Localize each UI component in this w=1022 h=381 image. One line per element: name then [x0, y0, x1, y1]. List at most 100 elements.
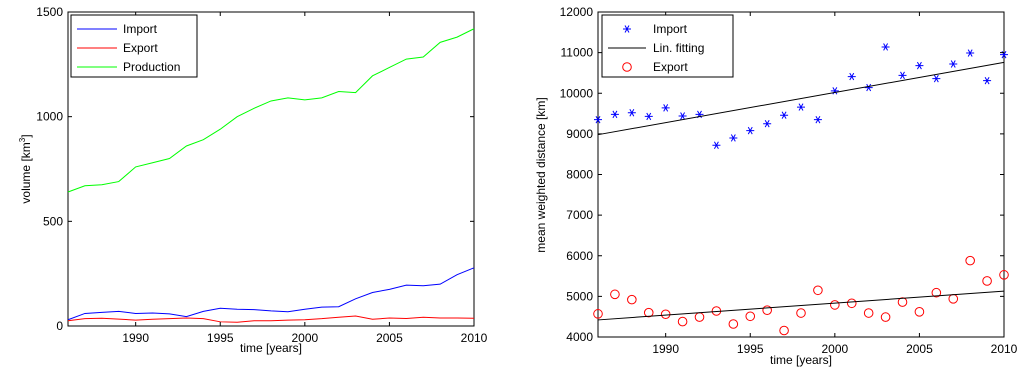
- distance-import-point: [729, 134, 738, 142]
- distance-export-point: [643, 307, 654, 318]
- distance-import-point: [966, 49, 975, 57]
- volume-y-axis-label-end: ]: [19, 134, 33, 137]
- volume-x-tick-label: 2010: [461, 331, 488, 345]
- distance-export-point: [728, 319, 739, 329]
- distance-export-point: [846, 298, 857, 309]
- volume-y-ticks: 0 500 1000 1500: [36, 5, 474, 333]
- distance-export-point: [830, 300, 840, 310]
- distance-export-point: [779, 325, 789, 336]
- distance-y-tick-label: 10000: [560, 86, 594, 100]
- distance-x-tick-label: 2000: [821, 342, 848, 356]
- volume-x-axis-label: time [years]: [240, 341, 302, 355]
- distance-import-point: [797, 103, 805, 111]
- distance-export-point: [813, 285, 823, 296]
- volume-y-axis-label: volume [km3]: [18, 134, 33, 203]
- distance-legend-import-label: Import: [653, 22, 688, 36]
- distance-legend-export-label: Export: [653, 60, 688, 74]
- distance-series-group: [593, 43, 1009, 336]
- distance-import-point: [881, 43, 890, 51]
- distance-y-tick-label: 7000: [566, 208, 593, 222]
- distance-x-axis-label: time [years]: [770, 353, 832, 367]
- distance-import-point: [864, 83, 873, 92]
- star-icon: [623, 25, 631, 33]
- volume-x-tick-label: 2000: [291, 331, 318, 345]
- volume-legend: Import Export Production: [70, 14, 198, 78]
- distance-import-point: [780, 111, 789, 119]
- volume-export-line: [67, 315, 475, 323]
- distance-import-point: [915, 61, 924, 70]
- distance-import-point: [644, 112, 653, 121]
- distance-x-tick-label: 1990: [652, 342, 679, 356]
- distance-export-point: [965, 255, 975, 266]
- distance-legend: Import Lin. fitting Export: [601, 14, 734, 78]
- volume-x-ticks: 1990 1995 2000 2005 2010: [122, 12, 488, 345]
- distance-chart: 1990 1995 2000 2005 2010 4000 5000 6000 7000 800…: [534, 5, 1018, 367]
- distance-y-ticks: 4000 5000 6000 7000 8000 9000 10000 11000 12000: [560, 5, 1004, 344]
- distance-import-point: [678, 112, 687, 120]
- distance-import-point: [813, 115, 822, 124]
- distance-export-point: [863, 308, 874, 318]
- distance-legend-export-marker: [622, 62, 632, 72]
- distance-x-tick-label: 1995: [737, 342, 764, 356]
- volume-y-tick-label: 1000: [36, 110, 63, 124]
- distance-import-point: [712, 141, 721, 149]
- volume-y-tick-label: 1500: [36, 5, 63, 19]
- distance-y-tick-label: 11000: [561, 46, 594, 60]
- distance-import-point: [847, 72, 856, 81]
- distance-import-point: [627, 109, 636, 117]
- volume-legend-export-label: Export: [123, 41, 158, 55]
- distance-x-tick-label: 2005: [906, 342, 933, 356]
- distance-legend-import-marker: [623, 25, 631, 33]
- distance-import-point: [932, 74, 941, 83]
- volume-y-tick-label: 500: [43, 214, 63, 228]
- distance-import-point: [661, 104, 670, 112]
- volume-import-line: [67, 267, 475, 321]
- volume-legend-production-label: Production: [123, 60, 180, 74]
- distance-export-point: [745, 311, 756, 322]
- volume-y-axis-label-sup: 3: [18, 137, 27, 142]
- distance-y-axis-label: mean weighted distance [km]: [534, 97, 548, 252]
- volume-y-axis-label-main: volume [km: [19, 142, 33, 203]
- distance-export-point: [931, 287, 942, 298]
- volume-legend-import-label: Import: [123, 22, 158, 36]
- distance-export-point: [593, 309, 603, 319]
- distance-x-ticks: 1990 1995 2000 2005 2010: [652, 12, 1018, 356]
- distance-export-point: [762, 305, 772, 315]
- distance-legend-fit-label: Lin. fitting: [653, 41, 704, 55]
- distance-import-point: [898, 71, 907, 80]
- distance-y-tick-label: 8000: [566, 168, 593, 182]
- distance-lin-fitting-line: [597, 61, 1005, 136]
- volume-x-tick-label: 2005: [376, 331, 403, 345]
- distance-y-tick-label: 5000: [566, 289, 593, 303]
- distance-export-point: [677, 316, 688, 327]
- distance-import-point: [594, 115, 602, 124]
- distance-y-tick-label: 4000: [566, 330, 593, 344]
- distance-export-point: [610, 289, 620, 300]
- volume-production-line: [67, 28, 475, 193]
- distance-y-tick-label: 12000: [560, 5, 594, 19]
- distance-import-point: [949, 60, 958, 68]
- distance-export-point: [880, 312, 891, 322]
- distance-y-tick-label: 6000: [566, 249, 593, 263]
- distance-import-point: [983, 76, 992, 85]
- distance-import-point: [763, 120, 772, 128]
- distance-export-point: [914, 307, 925, 317]
- distance-export-point: [897, 297, 908, 307]
- distance-export-point: [627, 294, 637, 305]
- distance-import-point: [610, 110, 619, 119]
- volume-x-tick-label: 1990: [122, 331, 149, 345]
- distance-export-point: [660, 309, 671, 320]
- distance-export-point: [999, 270, 1009, 280]
- distance-x-tick-label: 2010: [991, 342, 1018, 356]
- distance-export-fit-line: [597, 290, 1005, 321]
- volume-chart: 1990 1995 2000 2005 2010 0 500 1000 1500 time […: [18, 5, 488, 355]
- volume-y-tick-label: 0: [56, 319, 63, 333]
- distance-import-point: [746, 126, 755, 135]
- distance-legend-box: [601, 14, 734, 78]
- distance-export-point: [982, 276, 992, 286]
- distance-y-tick-label: 9000: [566, 127, 593, 141]
- volume-series-group: [67, 28, 475, 323]
- volume-x-tick-label: 1995: [207, 331, 234, 345]
